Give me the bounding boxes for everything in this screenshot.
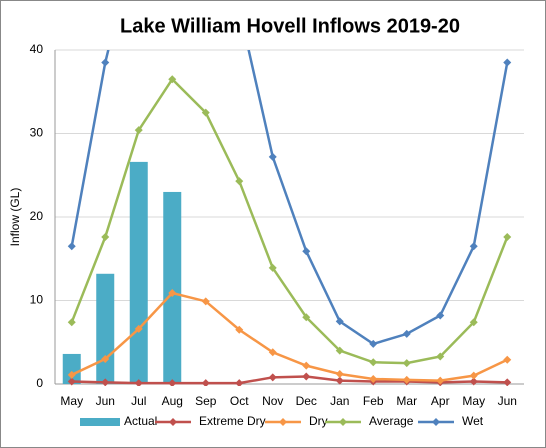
marker bbox=[469, 318, 478, 327]
x-tick-label: Jun bbox=[498, 394, 517, 408]
marker bbox=[268, 348, 277, 357]
y-tick-label: 30 bbox=[30, 126, 44, 140]
marker bbox=[168, 379, 177, 386]
marker bbox=[235, 177, 244, 186]
legend-marker bbox=[279, 418, 287, 426]
marker bbox=[503, 58, 512, 67]
marker bbox=[101, 58, 110, 67]
x-tick-label: Oct bbox=[230, 394, 249, 408]
marker bbox=[235, 325, 244, 334]
marker bbox=[335, 346, 344, 355]
legend-label: Dry bbox=[309, 414, 328, 428]
marker bbox=[101, 378, 110, 386]
marker bbox=[268, 152, 277, 161]
marker bbox=[469, 242, 478, 251]
marker bbox=[335, 317, 344, 326]
x-tick-label: May bbox=[462, 394, 485, 408]
marker bbox=[67, 318, 76, 327]
y-tick-label: 0 bbox=[36, 376, 43, 390]
marker bbox=[469, 377, 478, 386]
marker bbox=[436, 376, 445, 385]
marker bbox=[503, 355, 512, 364]
marker bbox=[134, 126, 143, 135]
marker bbox=[436, 352, 445, 361]
bar bbox=[96, 273, 115, 384]
marker bbox=[436, 311, 445, 320]
marker bbox=[369, 358, 378, 367]
plot-area bbox=[62, 50, 512, 386]
marker bbox=[168, 288, 177, 297]
marker bbox=[268, 263, 277, 272]
legend-swatch bbox=[80, 418, 120, 426]
legend-label: Average bbox=[369, 414, 414, 428]
legend-label: Wet bbox=[462, 414, 484, 428]
legend-label: Extreme Dry bbox=[199, 414, 266, 428]
marker bbox=[503, 233, 512, 242]
marker bbox=[302, 361, 311, 370]
line bbox=[71, 291, 508, 382]
bar bbox=[129, 161, 148, 384]
line bbox=[71, 375, 508, 385]
marker bbox=[235, 379, 244, 386]
chart-title: Lake William Hovell Inflows 2019-20 bbox=[120, 15, 460, 37]
legend-label: Actual bbox=[124, 414, 157, 428]
marker bbox=[201, 297, 210, 306]
marker bbox=[67, 242, 76, 251]
marker bbox=[134, 324, 143, 333]
legend-marker bbox=[339, 418, 347, 426]
line bbox=[70, 50, 509, 346]
marker bbox=[101, 233, 110, 242]
line bbox=[70, 77, 509, 365]
marker bbox=[201, 108, 210, 117]
bar bbox=[62, 353, 81, 384]
y-tick-label: 40 bbox=[30, 42, 44, 56]
x-tick-label: Jul bbox=[131, 394, 146, 408]
legend-marker bbox=[432, 418, 440, 426]
marker bbox=[335, 369, 344, 378]
x-tick-label: May bbox=[60, 394, 83, 408]
x-tick-label: Dec bbox=[296, 394, 317, 408]
marker bbox=[134, 379, 143, 386]
marker bbox=[201, 379, 210, 386]
marker bbox=[469, 371, 478, 380]
y-axis-label: Inflow (GL) bbox=[8, 188, 22, 247]
x-tick-label: Nov bbox=[262, 394, 283, 408]
x-tick-label: Sep bbox=[195, 394, 217, 408]
marker bbox=[67, 370, 76, 379]
marker bbox=[302, 313, 311, 322]
x-tick-label: Aug bbox=[162, 394, 183, 408]
marker bbox=[402, 359, 411, 368]
y-tick-label: 10 bbox=[30, 293, 44, 307]
x-tick-label: Apr bbox=[431, 394, 450, 408]
marker bbox=[67, 377, 76, 386]
x-tick-label: Jan bbox=[330, 394, 349, 408]
marker bbox=[302, 247, 311, 256]
marker bbox=[335, 376, 344, 385]
marker bbox=[369, 339, 378, 348]
x-tick-label: Jun bbox=[96, 394, 115, 408]
marker bbox=[503, 378, 512, 386]
y-tick-label: 20 bbox=[30, 209, 44, 223]
legend-marker bbox=[169, 418, 177, 426]
x-tick-label: Feb bbox=[363, 394, 384, 408]
marker bbox=[402, 329, 411, 338]
marker bbox=[268, 373, 277, 382]
marker bbox=[168, 75, 177, 84]
x-tick-label: Mar bbox=[396, 394, 417, 408]
marker bbox=[369, 374, 378, 383]
marker bbox=[302, 372, 311, 381]
marker bbox=[402, 375, 411, 384]
marker bbox=[101, 354, 110, 363]
bar bbox=[163, 191, 182, 384]
